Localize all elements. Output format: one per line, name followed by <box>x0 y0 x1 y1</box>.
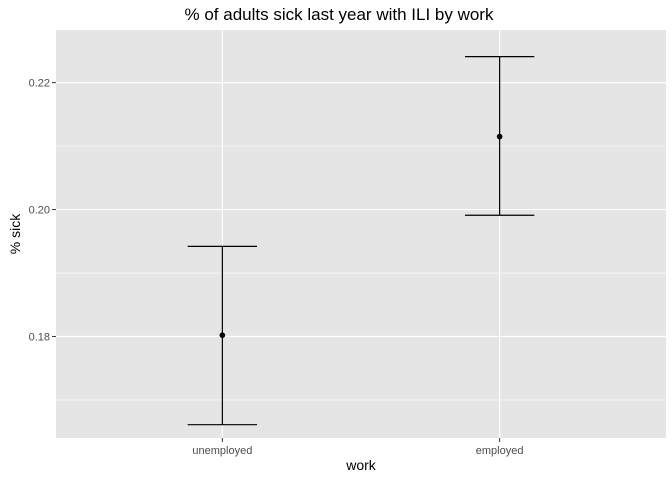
data-points <box>219 133 503 339</box>
x-tick-label: unemployed <box>192 445 252 457</box>
error-bars <box>187 56 535 426</box>
x-tick-label: employed <box>476 445 524 457</box>
x-axis-ticks: unemployed employed <box>192 438 523 457</box>
y-tick-label: 0.18 <box>29 331 50 343</box>
chart-title: % of adults sick last year with ILI by w… <box>185 5 494 24</box>
y-tick-label: 0.20 <box>29 205 50 217</box>
data-point <box>219 332 226 339</box>
data-point <box>496 133 503 140</box>
y-axis-ticks: 0.18 0.20 0.22 <box>29 78 56 343</box>
plot-panel <box>56 30 666 438</box>
y-tick-label: 0.22 <box>29 78 50 90</box>
y-axis-title: % sick <box>7 213 23 254</box>
x-axis-title: work <box>345 457 377 473</box>
minor-gridlines <box>56 145 666 401</box>
